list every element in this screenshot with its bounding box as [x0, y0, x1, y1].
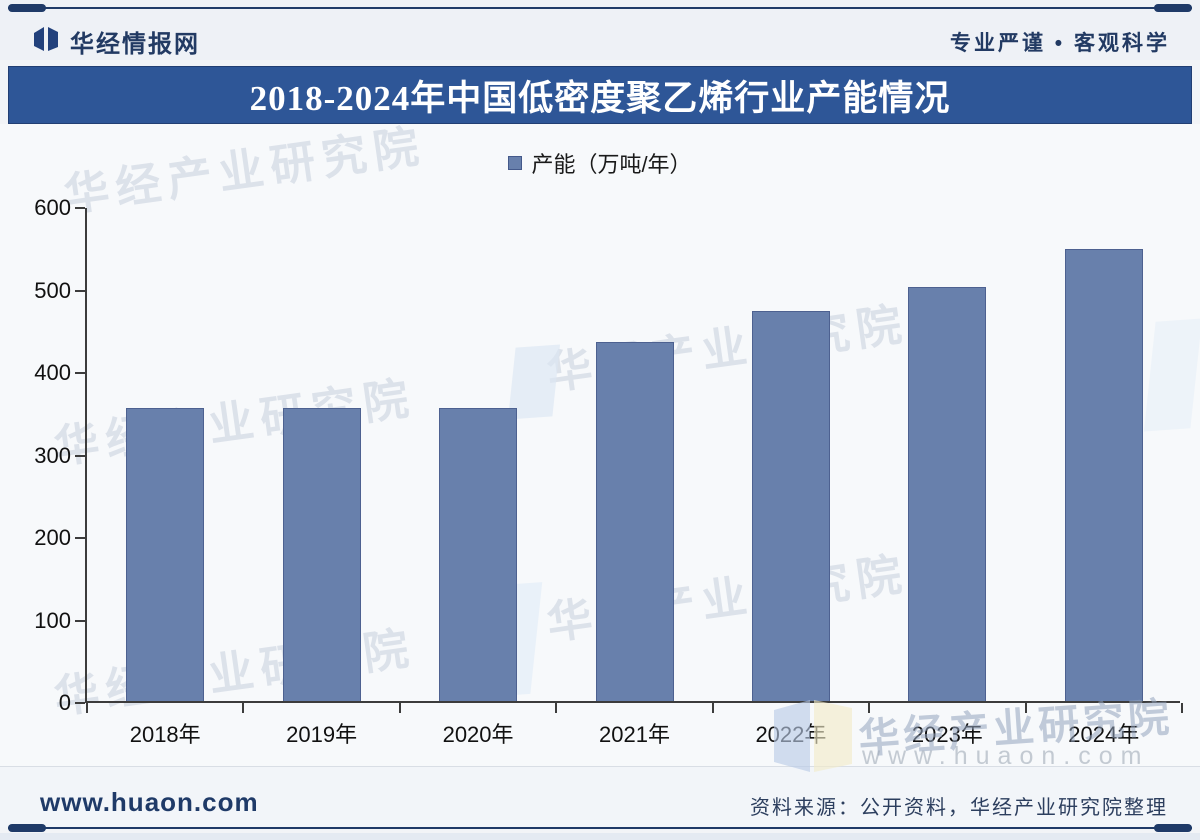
- y-axis-tick-label: 200: [34, 525, 71, 550]
- y-axis-tick: [75, 454, 85, 457]
- header-slogan: 专业严谨 • 客观科学: [949, 32, 1170, 55]
- legend-label: 产能（万吨/年）: [531, 152, 692, 177]
- legend-swatch: [508, 156, 523, 170]
- chart-title: 2018-2024年中国低密度聚乙烯行业产能情况: [249, 78, 951, 118]
- y-axis-tick: [75, 207, 85, 209]
- chart-area: 华经产业研究院 华经产业研究院 华经产业研究院 华经产业研究院 华经产业研究院 …: [0, 120, 1200, 772]
- x-axis-tick: [1025, 703, 1027, 713]
- top-divider-left-cap: [8, 4, 46, 12]
- x-axis-label: 2020年: [442, 722, 514, 747]
- y-axis-tick: [75, 372, 85, 374]
- y-axis-tick-label: 100: [34, 607, 71, 633]
- bottom-edge-strip: [0, 833, 1200, 840]
- bar: [751, 310, 830, 701]
- x-axis-tick: [1181, 703, 1183, 713]
- x-axis-tick: [399, 703, 401, 713]
- top-divider-line: [8, 7, 1192, 9]
- x-axis-label: 2024年: [1068, 722, 1140, 747]
- top-divider-right-cap: [1154, 4, 1192, 12]
- chart-title-band: 2018-2024年中国低密度聚乙烯行业产能情况: [8, 66, 1192, 124]
- y-axis-tick-label: 600: [34, 195, 71, 220]
- bar: [126, 408, 205, 701]
- bottom-divider-right-cap: [1154, 824, 1192, 832]
- x-axis-tick: [242, 703, 244, 713]
- x-axis-tick: [868, 703, 870, 713]
- x-axis-label: 2018年: [129, 722, 201, 747]
- legend: 产能（万吨/年）: [0, 147, 1200, 179]
- x-axis-label: 2022年: [755, 722, 827, 747]
- x-axis-tick: [555, 703, 557, 713]
- bar: [282, 408, 361, 701]
- bar-chart-plot: 0 100 200 300 400 500 600 2018年 2019年 2020年 2021年 2…: [34, 195, 1183, 747]
- x-axis-tick: [712, 703, 714, 713]
- brand-name: 华经情报网: [70, 31, 200, 58]
- x-axis-label: 2019年: [286, 722, 358, 747]
- y-axis-tick-label: 400: [34, 360, 71, 385]
- huajing-logo-icon: [34, 27, 58, 51]
- bar: [595, 342, 674, 701]
- y-axis-tick: [75, 537, 85, 539]
- footer-source-note: 资料来源：公开资料，华经产业研究院整理: [750, 797, 1168, 819]
- bottom-divider-left-cap: [8, 824, 46, 832]
- bar: [1064, 248, 1143, 701]
- y-axis-tick: [75, 702, 85, 704]
- bar: [439, 408, 518, 701]
- bar: [908, 286, 987, 701]
- x-axis-label: 2021年: [599, 722, 670, 747]
- y-axis-tick-label: 0: [58, 690, 71, 715]
- y-axis-tick: [75, 289, 85, 292]
- bottom-divider-line: [8, 827, 1192, 829]
- y-axis-tick-label: 300: [34, 442, 71, 468]
- x-axis-label: 2023年: [911, 722, 983, 747]
- footer: www.huaon.com 资料来源：公开资料，华经产业研究院整理: [0, 766, 1200, 827]
- x-axis-tick: [86, 703, 88, 713]
- footer-website: www.huaon.com: [40, 787, 259, 817]
- header: 华经情报网 专业严谨 • 客观科学: [0, 0, 1200, 60]
- y-axis-tick-label: 500: [34, 277, 71, 303]
- y-axis-tick: [75, 619, 85, 622]
